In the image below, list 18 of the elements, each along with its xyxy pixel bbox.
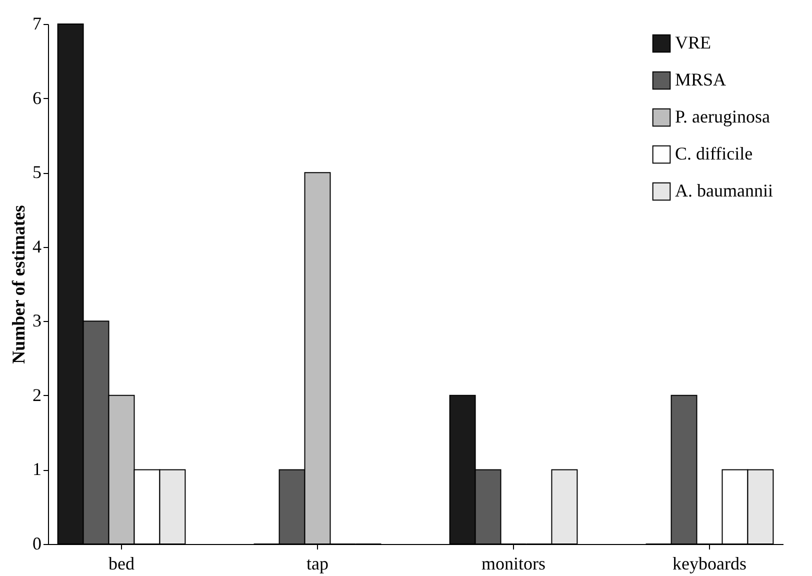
x-tick-label: bed (108, 554, 134, 574)
y-tick-label: 2 (32, 384, 42, 405)
y-tick-label: 5 (32, 162, 42, 182)
x-tick-label: tap (306, 554, 328, 574)
y-tick-label: 6 (32, 88, 42, 108)
y-axis-title: Number of estimates (8, 205, 28, 364)
legend-label: C. difficile (675, 144, 753, 164)
y-tick-label: 0 (32, 534, 42, 554)
y-tick-label: 1 (32, 459, 42, 480)
y-tick-label: 7 (32, 14, 42, 34)
legend-label: P. aeruginosa (675, 106, 770, 126)
legend-label: A. baumannii (675, 180, 773, 200)
x-tick-label: keyboards (672, 554, 746, 574)
legend-label: MRSA (675, 70, 726, 90)
y-tick-label: 3 (32, 310, 42, 331)
x-tick-label: monitors (481, 554, 546, 574)
y-tick-label: 4 (32, 236, 42, 256)
legend-label: VRE (675, 32, 712, 52)
